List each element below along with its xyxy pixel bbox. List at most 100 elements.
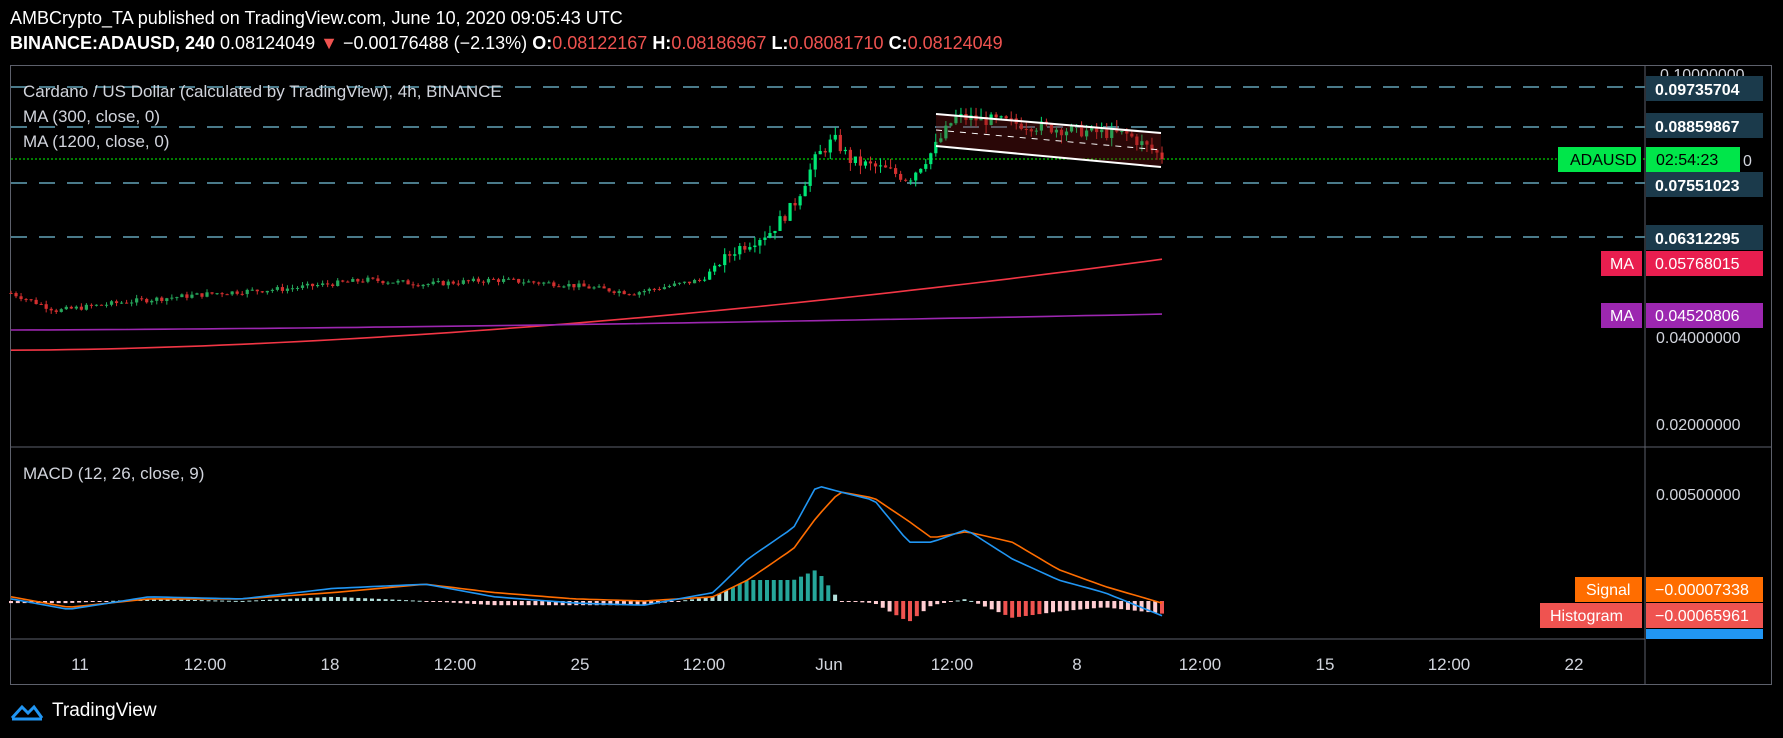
candle-body [557,286,561,288]
histogram-bar [512,601,517,606]
candle-body [130,302,134,304]
histogram-bar [873,601,878,605]
candle-body [1140,141,1144,146]
candle-body [818,150,822,155]
ma300-line [10,258,1163,351]
candle-body [451,281,455,284]
time-tick-label: 12:00 [1179,655,1222,674]
histogram-bar [601,601,606,606]
candle-body [255,289,259,292]
adausd-tag [1558,147,1641,172]
histogram-bar [417,600,422,602]
histogram-bar [240,600,245,602]
level-value-1: 0.09735704 [1655,82,1740,99]
candle-body [1029,129,1033,132]
candle-body [1019,123,1023,129]
candle-body [994,114,998,118]
candle-body [607,288,611,292]
time-tick-label: 12:00 [1428,655,1471,674]
level-tag-3 [1646,172,1763,197]
price-change: −0.00176488 (−2.13%) [343,33,528,53]
candle-body [687,281,692,284]
histogram-bar [213,600,218,602]
candle-body [190,294,194,298]
symbol[interactable]: BINANCE:ADAUSD, 240 [10,33,216,53]
histogram-bar [1023,601,1028,616]
time-tick-label: 25 [571,655,590,674]
candle-body [959,114,963,116]
histogram-bar [1064,601,1069,611]
tick-004: 0.04000000 [1656,330,1741,347]
candle-body [34,299,38,305]
candle-body [275,287,279,290]
histogram-bar [1016,601,1021,617]
footer[interactable]: TradingView [10,700,157,722]
high-value: 0.08186967 [671,33,767,53]
candle-body [54,310,58,312]
candle-body [1004,116,1008,119]
candle-body [868,161,873,164]
histogram-tag [1540,603,1642,628]
candle-body [225,294,229,296]
histogram-bar [894,601,899,616]
candle-body [677,282,682,284]
candle-body [622,291,626,295]
legend-ma2[interactable]: MA (1200, close, 0) [23,132,169,151]
candle-body [873,163,878,167]
candle-body [934,141,938,154]
candle-body [989,114,993,125]
histogram-bar [186,599,191,601]
descending-channel [935,113,1162,168]
candle-body [220,293,224,295]
legend-ma1[interactable]: MA (300, close, 0) [23,107,160,126]
histogram-bar [301,598,306,601]
histogram-bar [226,600,231,602]
histogram-bar [1105,601,1110,608]
candle-body [326,283,330,285]
histogram-bar [826,585,831,601]
candle-body [381,281,385,284]
histogram-bar [1044,601,1049,614]
histogram-bar [942,601,947,603]
candle-body [547,282,551,284]
time-axis[interactable]: 11 12:00 18 12:00 25 12:00 Jun 12:00 8 12:00 15 12:… [71,655,1583,674]
histogram-bar [369,598,374,601]
chart-frame[interactable] [10,65,1772,685]
histogram-bar [996,601,1001,613]
low-value: 0.08081710 [788,33,884,53]
down-arrow-icon: ▼ [320,33,338,53]
candle-body [496,279,501,282]
time-tick-label: 15 [1316,655,1335,674]
candle-body [79,306,83,310]
candle-body [426,284,430,286]
ma1200-value-tag [1646,303,1763,328]
candle-body [351,279,355,282]
candle-body [1120,131,1124,133]
candle-body [150,300,154,303]
candle-body [793,203,797,206]
histogram-bar [397,599,402,601]
candle-body [1160,152,1164,160]
countdown-tag [1646,147,1740,172]
histogram-bar [948,601,953,602]
legend-macd[interactable]: MACD (12, 26, close, 9) [23,464,204,483]
candle-body [290,288,295,290]
candle-body [1095,126,1099,133]
time-tick-label: 12:00 [683,655,726,674]
histogram-bar [179,599,184,601]
candle-body [954,115,958,124]
candle-body [391,282,395,284]
histogram-bar [1003,601,1008,615]
histogram-value-tag [1646,603,1763,628]
histogram-bar [833,594,838,601]
histogram-bar [247,600,252,602]
candle-body [205,292,209,297]
histogram-bar [390,599,395,601]
candle-body [878,165,883,167]
histogram-bar [819,576,824,601]
histogram-bar [839,601,844,602]
candle-body [305,283,310,286]
candle-body [1034,130,1038,132]
macd-value-tag [1646,629,1763,639]
